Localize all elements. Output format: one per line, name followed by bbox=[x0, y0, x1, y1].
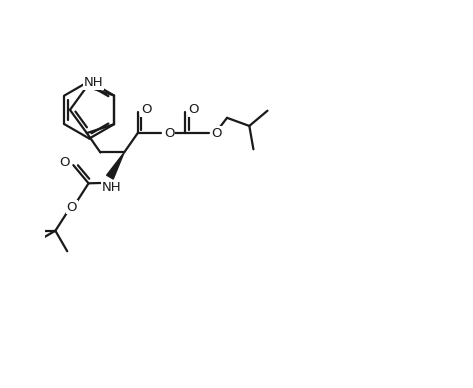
Polygon shape bbox=[106, 152, 124, 179]
Text: NH: NH bbox=[102, 181, 122, 194]
Text: O: O bbox=[188, 103, 199, 116]
Text: NH: NH bbox=[84, 76, 104, 89]
Text: O: O bbox=[211, 126, 222, 140]
Text: O: O bbox=[164, 126, 175, 140]
Text: O: O bbox=[67, 201, 77, 213]
Text: O: O bbox=[141, 103, 151, 116]
Text: O: O bbox=[60, 156, 70, 169]
